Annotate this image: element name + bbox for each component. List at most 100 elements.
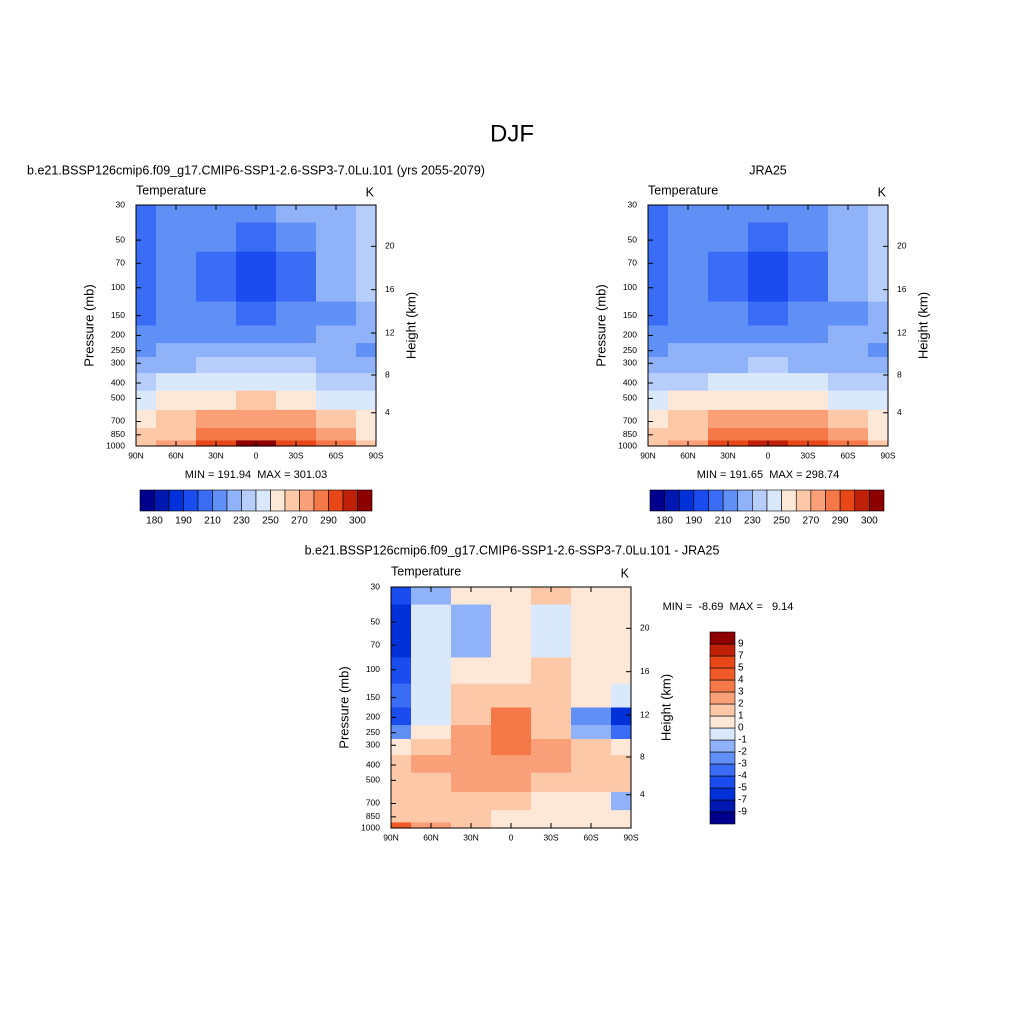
left-string: Temperature [136, 183, 206, 197]
contour-cell [868, 409, 889, 429]
contour-cell [648, 428, 669, 442]
stats: MIN = -8.69 MAX = 9.14 [663, 601, 794, 613]
contour-cell [648, 440, 669, 447]
contour-cell [451, 587, 492, 606]
contour-cell [611, 725, 632, 740]
contour-cell [391, 755, 412, 774]
y2-tick-label: 16 [897, 284, 907, 294]
contour-cell [356, 440, 377, 447]
contour-cell [828, 301, 869, 327]
contour-cell [196, 409, 237, 429]
contour-cell [668, 428, 709, 442]
stats: MIN = 191.65 MAX = 298.74 [697, 469, 839, 481]
contour-cell [611, 633, 632, 659]
contour-cell [828, 275, 869, 303]
contour-cell [531, 791, 572, 811]
contour-cell [668, 325, 709, 344]
contour-cell [391, 633, 412, 659]
y-tick-label: 400 [366, 759, 380, 769]
x-tick-label: 60S [328, 450, 343, 460]
y2-axis-label: Height (km) [658, 674, 673, 741]
contour-cell [868, 301, 889, 327]
contour-cell [451, 772, 492, 793]
contour-cell [156, 409, 197, 429]
contour-cell [451, 604, 492, 635]
contour-cell [531, 725, 572, 740]
y2-tick-label: 20 [385, 241, 395, 251]
contour-cell [276, 343, 317, 358]
y-tick-label: 100 [623, 282, 637, 292]
contour-cell [451, 791, 492, 811]
x-tick-label: 30S [543, 832, 558, 842]
y-tick-label: 1000 [618, 440, 637, 450]
contour-cell [748, 222, 789, 253]
contour-cell [491, 791, 532, 811]
contour-cell [748, 343, 789, 358]
contour-cell [491, 633, 532, 659]
contour-cell [451, 810, 492, 824]
contour-cell [571, 707, 612, 726]
colorbar-label: 1 [738, 711, 744, 722]
contour-cell [648, 356, 669, 374]
colorbar-box [766, 489, 782, 512]
x-tick-label: 30S [800, 450, 815, 460]
contour-cell [391, 604, 412, 635]
contour-cell [828, 325, 869, 344]
contour-cell [276, 301, 317, 327]
y-tick-label: 1000 [106, 440, 125, 450]
colorbar-box [168, 489, 184, 512]
y-tick-label: 300 [366, 740, 380, 750]
colorbar-label: -4 [738, 771, 747, 782]
y-tick-label: 850 [623, 429, 637, 439]
contour-cell [708, 428, 749, 442]
contour-cell [391, 822, 412, 829]
contour-cell [788, 222, 829, 253]
contour-cell [276, 409, 317, 429]
contour-cell [868, 390, 889, 411]
contour-cell [868, 275, 889, 303]
colorbar-box [183, 489, 199, 512]
colorbar-label: 9 [738, 639, 744, 650]
contour-cell [491, 810, 532, 824]
contour-cell [611, 822, 632, 829]
contour-cell [356, 325, 377, 344]
contour-cell [236, 428, 277, 442]
contour-cell [788, 325, 829, 344]
contour-cell [196, 428, 237, 442]
colorbar-label: -2 [738, 747, 747, 758]
colorbar-box [854, 489, 870, 512]
colorbar-box [284, 489, 300, 512]
colorbar-box [795, 489, 812, 512]
contour-cell [708, 325, 749, 344]
contour-cell [571, 633, 612, 659]
contour-cell [316, 325, 357, 344]
contour-cell [648, 325, 669, 344]
contour-cell [788, 205, 829, 224]
contour-cell [136, 325, 157, 344]
colorbar-box [709, 679, 736, 693]
contour-cell [411, 738, 452, 756]
colorbar-label: 5 [738, 663, 744, 674]
contour-cell [196, 356, 237, 374]
y-axis-label: Pressure (mb) [336, 666, 351, 748]
contour-cell [571, 755, 612, 774]
right-string: K [366, 185, 375, 199]
contour-cell [451, 738, 492, 756]
contour-cell [316, 373, 357, 392]
contour-cell [611, 683, 632, 709]
colorbar-label: 290 [320, 516, 337, 527]
contour-cell [648, 301, 669, 327]
contour-cell [356, 205, 377, 224]
contour-cell [748, 251, 789, 277]
colorbar-label: 0 [738, 723, 744, 734]
contour-cell [236, 373, 277, 392]
contour-cell [708, 409, 749, 429]
colorbar-box [709, 667, 736, 681]
contour-cell [611, 772, 632, 793]
colorbar-box [709, 655, 736, 669]
contour-cell [491, 683, 532, 709]
x-tick-label: 60S [840, 450, 855, 460]
contour-cell [611, 810, 632, 824]
contour-cell [571, 810, 612, 824]
contour-cell [868, 205, 889, 224]
